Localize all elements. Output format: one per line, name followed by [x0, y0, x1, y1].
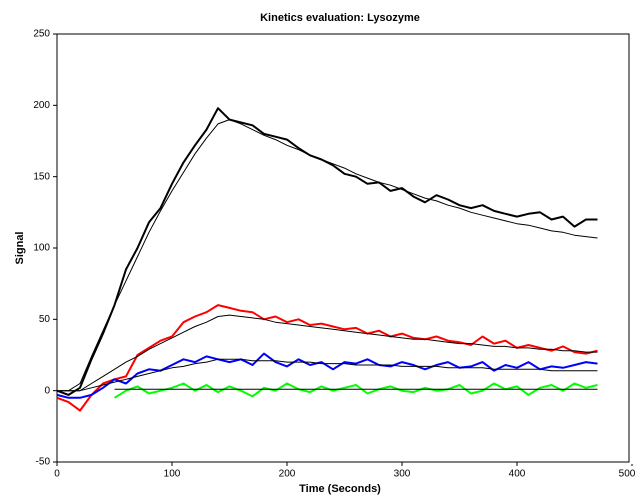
x-tick-label: 100 [164, 469, 181, 480]
y-tick-label: 0 [44, 385, 50, 396]
series-line [56, 107, 598, 396]
x-tick-label: 0 [54, 469, 60, 480]
x-tick-label: 300 [394, 469, 411, 480]
y-tick-label: 150 [33, 171, 50, 182]
y-tick-label: 250 [33, 29, 50, 40]
x-axis-label: Time (Seconds) [299, 483, 381, 495]
y-tick-label: 100 [33, 243, 50, 254]
series-line [57, 314, 598, 392]
series-line [57, 119, 598, 392]
y-tick-label: 200 [33, 100, 50, 111]
series-line [57, 358, 598, 392]
series-line [113, 382, 598, 399]
series-line [56, 352, 598, 399]
series-line [56, 304, 598, 412]
x-tick-label: 500 [619, 469, 635, 480]
chart-title: Kinetics evaluation: Lysozyme [260, 12, 420, 24]
y-tick-label: -50 [36, 457, 51, 468]
x-tick-label: 200 [279, 469, 296, 480]
x-tick-label: 400 [509, 469, 526, 480]
y-axis-label: Signal [14, 231, 26, 264]
y-tick-label: 50 [39, 314, 51, 325]
